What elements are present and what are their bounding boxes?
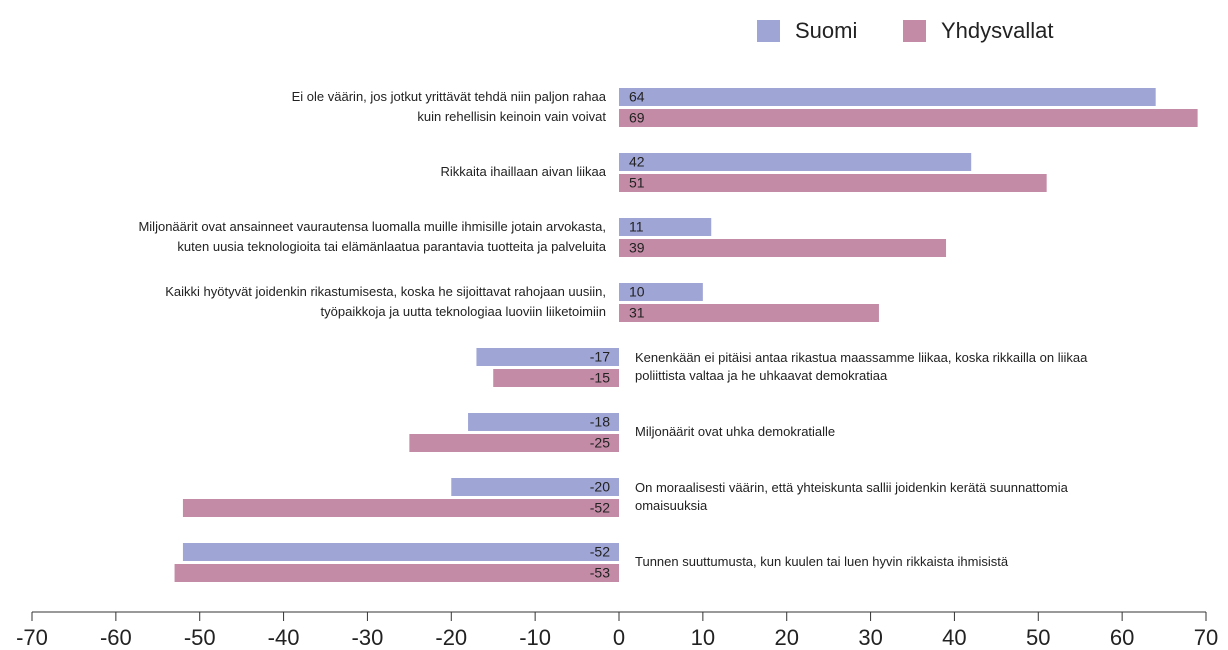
value-label: 69 (629, 110, 645, 126)
x-tick-label: 70 (1194, 625, 1218, 650)
x-tick-label: 60 (1110, 625, 1134, 650)
x-tick-label: 50 (1026, 625, 1050, 650)
legend-swatch (757, 20, 780, 42)
bar (409, 434, 619, 452)
category-label: Miljonäärit ovat uhka demokratialle (635, 424, 835, 439)
value-label: -52 (590, 500, 610, 516)
x-tick-label: -40 (268, 625, 300, 650)
legend-swatch (903, 20, 926, 42)
value-label: -15 (590, 370, 610, 386)
value-label: -18 (590, 414, 610, 430)
x-tick-label: 10 (691, 625, 715, 650)
bar (182, 543, 619, 561)
value-label: 11 (629, 219, 644, 235)
value-label: 51 (629, 175, 645, 191)
bar (619, 153, 972, 171)
x-tick-label: 40 (942, 625, 966, 650)
value-label: -20 (590, 479, 610, 495)
value-label: -25 (590, 435, 610, 451)
bar (619, 283, 703, 301)
bar (451, 478, 619, 496)
x-tick-label: 0 (613, 625, 625, 650)
bar (619, 218, 712, 236)
category-label: On moraalisesti väärin, että yhteiskunta… (635, 480, 1069, 495)
x-tick-label: -10 (519, 625, 551, 650)
value-label: 39 (629, 240, 645, 256)
bar (182, 499, 619, 517)
bar (468, 413, 619, 431)
x-tick-label: -30 (352, 625, 384, 650)
legend-label: Yhdysvallat (941, 18, 1054, 43)
category-label: Kenenkään ei pitäisi antaa rikastua maas… (635, 350, 1088, 365)
bar (476, 348, 619, 366)
bar (174, 564, 620, 582)
value-label: -52 (590, 544, 610, 560)
category-label: Tunnen suuttumusta, kun kuulen tai luen … (635, 554, 1009, 569)
x-tick-label: -20 (435, 625, 467, 650)
category-label: omaisuuksia (635, 498, 708, 513)
value-label: -17 (590, 349, 610, 365)
bar (619, 109, 1198, 127)
x-tick-label: 30 (858, 625, 882, 650)
x-tick-label: -60 (100, 625, 132, 650)
bar (619, 174, 1047, 192)
bar (619, 239, 947, 257)
category-label: Ei ole väärin, jos jotkut yrittävät tehd… (292, 89, 607, 104)
value-label: 10 (629, 284, 645, 300)
category-label: poliittista valtaa ja he uhkaavat demokr… (635, 368, 888, 383)
x-tick-label: 20 (774, 625, 798, 650)
value-label: 42 (629, 154, 645, 170)
bar (493, 369, 619, 387)
value-label: -53 (590, 565, 610, 581)
bar (619, 304, 879, 322)
value-label: 31 (629, 305, 645, 321)
category-label: Rikkaita ihaillaan aivan liikaa (441, 164, 607, 179)
x-tick-label: -50 (184, 625, 216, 650)
category-label: Miljonäärit ovat ansainneet vaurautensa … (138, 219, 606, 234)
value-label: 64 (629, 89, 645, 105)
x-tick-label: -70 (16, 625, 48, 650)
category-label: työpaikkoja ja uutta teknologiaa luoviin… (321, 304, 606, 319)
bar (619, 88, 1156, 106)
category-label: Kaikki hyötyvät joidenkin rikastumisesta… (165, 284, 606, 299)
legend-label: Suomi (795, 18, 857, 43)
category-label: kuin rehellisin keinoin vain voivat (417, 109, 606, 124)
category-label: kuten uusia teknologioita tai elämänlaat… (177, 239, 606, 254)
